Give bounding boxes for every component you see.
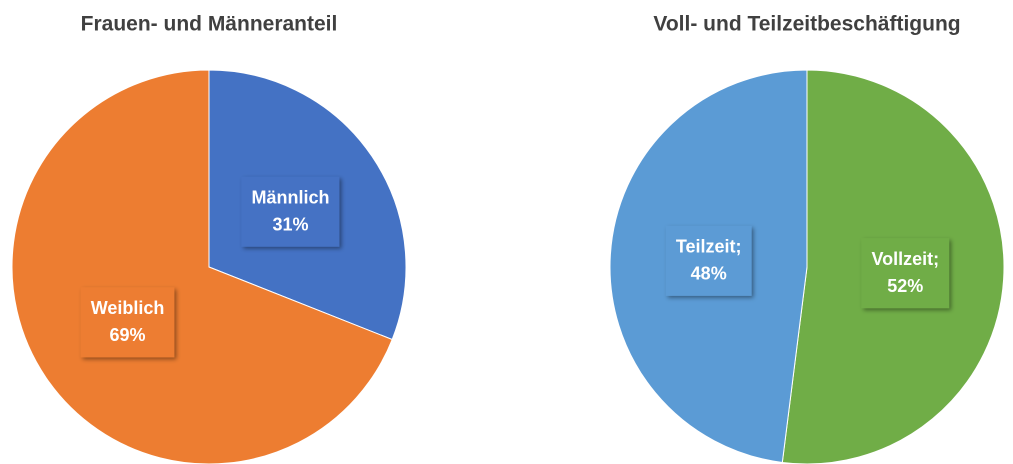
data-label-category: Weiblich [91,298,165,318]
data-label: Männlich 31% [241,176,340,247]
chart-title: Voll- und Teilzeitbeschäftigung [653,13,960,36]
chart-title: Frauen- und Männeranteil [81,13,338,36]
data-label: Weiblich 69% [80,287,175,358]
data-label-value: 31% [272,214,308,234]
pie-slice [11,69,393,464]
data-label-box [80,287,175,358]
data-label-category: Männlich [251,187,329,207]
data-label: Teilzeit; 48% [665,225,752,296]
data-label-value: 69% [110,325,146,345]
data-label-box [241,176,340,247]
data-label-category: Teilzeit; [676,237,742,257]
data-label-box [861,238,950,309]
data-label-box [665,225,752,296]
data-label-value: 52% [887,276,923,296]
data-label-category: Vollzeit; [871,249,939,269]
data-label: Vollzeit; 52% [861,238,950,309]
data-label-value: 48% [691,264,727,284]
